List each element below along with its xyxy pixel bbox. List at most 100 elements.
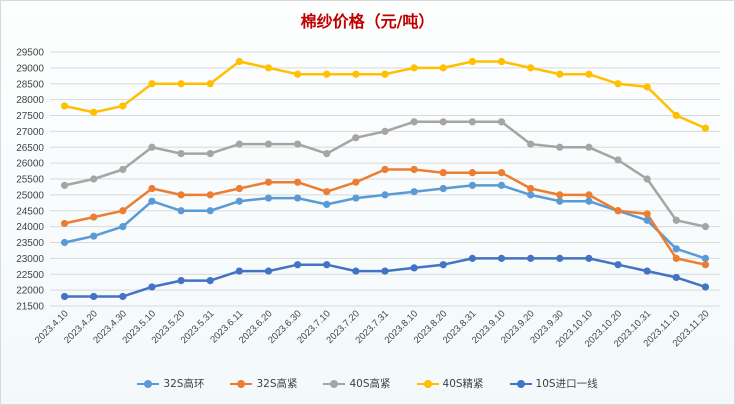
legend-marker — [323, 379, 346, 388]
data-point-4-16 — [527, 254, 535, 262]
data-point-0-1 — [90, 232, 98, 240]
data-point-0-11 — [381, 191, 389, 199]
data-point-2-9 — [323, 150, 331, 158]
data-point-3-4 — [177, 80, 185, 88]
data-point-1-12 — [410, 165, 418, 174]
data-point-0-14 — [468, 181, 476, 189]
y-tick-label: 21500 — [16, 302, 44, 313]
y-tick-label: 28500 — [16, 79, 44, 90]
data-point-3-16 — [527, 64, 535, 72]
data-point-4-21 — [672, 273, 680, 282]
data-point-2-3 — [148, 143, 156, 151]
data-point-3-3 — [148, 80, 156, 88]
series-points — [60, 57, 710, 301]
data-point-2-4 — [177, 150, 185, 158]
y-tick-label: 23500 — [16, 238, 44, 249]
legend-item-1: 32S高紧 — [230, 376, 297, 391]
data-point-3-7 — [264, 64, 273, 72]
legend-item-0: 32S高环 — [137, 376, 204, 391]
data-point-1-11 — [381, 165, 389, 174]
data-point-1-20 — [643, 210, 651, 218]
data-point-1-16 — [527, 184, 535, 193]
data-point-2-19 — [614, 156, 622, 164]
data-point-3-19 — [614, 80, 622, 88]
legend-item-4: 10S进口一线 — [509, 376, 598, 391]
data-point-4-20 — [643, 267, 651, 275]
data-point-0-17 — [556, 197, 564, 205]
data-point-3-10 — [352, 70, 360, 78]
y-tick-label: 29000 — [16, 63, 44, 74]
data-point-0-13 — [439, 184, 447, 193]
data-point-1-0 — [60, 219, 69, 228]
data-point-0-6 — [235, 197, 243, 205]
data-point-1-7 — [264, 178, 273, 186]
data-point-2-16 — [527, 140, 535, 148]
data-point-4-18 — [585, 254, 593, 262]
data-point-1-9 — [323, 188, 331, 196]
data-point-0-3 — [148, 197, 156, 205]
data-point-3-13 — [439, 64, 447, 72]
y-tick-label: 26000 — [16, 159, 44, 170]
y-tick-label: 25000 — [16, 190, 44, 201]
legend-label: 40S精紧 — [442, 378, 484, 390]
data-point-2-12 — [410, 118, 418, 126]
series-line-1 — [64, 168, 706, 266]
data-point-1-2 — [119, 207, 127, 215]
y-tick-label: 24500 — [16, 206, 44, 217]
legend-marker — [509, 379, 532, 388]
data-point-4-13 — [439, 261, 447, 269]
data-point-3-17 — [556, 70, 564, 78]
data-point-0-21 — [672, 245, 680, 253]
data-point-4-19 — [614, 261, 622, 269]
data-point-1-22 — [701, 261, 710, 269]
data-point-3-21 — [672, 111, 680, 120]
data-point-1-8 — [294, 178, 302, 186]
legend: 32S高环 32S高紧 40S高紧 40S精紧 10S进口一线 — [0, 376, 735, 391]
data-point-2-1 — [90, 175, 98, 183]
y-tick-label: 23000 — [16, 254, 44, 265]
data-point-3-11 — [381, 70, 389, 78]
data-point-0-20 — [643, 216, 651, 224]
data-point-0-22 — [701, 254, 710, 262]
data-point-2-18 — [585, 143, 593, 151]
data-point-0-5 — [206, 207, 214, 215]
chart-title: 棉纱价格（元/吨） — [300, 12, 435, 31]
data-point-3-1 — [90, 108, 98, 116]
data-point-1-19 — [614, 207, 622, 215]
data-point-0-9 — [323, 200, 331, 208]
y-tick-label: 24000 — [16, 222, 44, 233]
data-point-3-9 — [323, 70, 331, 78]
data-point-4-3 — [148, 283, 156, 291]
data-point-3-5 — [206, 80, 214, 88]
legend-label: 32S高环 — [163, 378, 205, 390]
data-point-0-15 — [497, 181, 506, 189]
data-point-4-17 — [556, 254, 564, 262]
data-point-4-6 — [235, 267, 243, 275]
data-point-4-15 — [497, 254, 506, 262]
data-point-2-14 — [468, 118, 476, 126]
data-point-2-13 — [439, 118, 447, 126]
data-point-4-11 — [381, 267, 389, 275]
data-point-4-4 — [177, 277, 185, 285]
data-point-2-11 — [381, 127, 389, 135]
data-point-1-4 — [177, 191, 185, 199]
x-tick-labels: 2023.4.102023.4.202023.4.302023.5.102023… — [33, 308, 712, 349]
data-point-2-22 — [701, 223, 710, 231]
data-point-4-5 — [206, 277, 214, 285]
data-point-4-7 — [264, 267, 273, 275]
legend-label: 40S高紧 — [349, 378, 391, 390]
data-point-0-18 — [585, 197, 593, 205]
legend-marker — [137, 379, 160, 388]
data-point-0-8 — [294, 194, 302, 202]
data-point-1-14 — [468, 169, 476, 177]
data-point-4-10 — [352, 267, 360, 275]
y-tick-label: 27000 — [16, 127, 44, 138]
data-point-2-15 — [497, 118, 506, 126]
data-point-4-1 — [90, 292, 98, 301]
data-point-1-17 — [556, 191, 564, 199]
data-point-3-20 — [643, 83, 651, 91]
data-point-0-2 — [119, 223, 127, 231]
data-point-2-0 — [60, 181, 69, 189]
data-point-1-21 — [672, 254, 680, 262]
data-point-2-21 — [672, 216, 680, 224]
